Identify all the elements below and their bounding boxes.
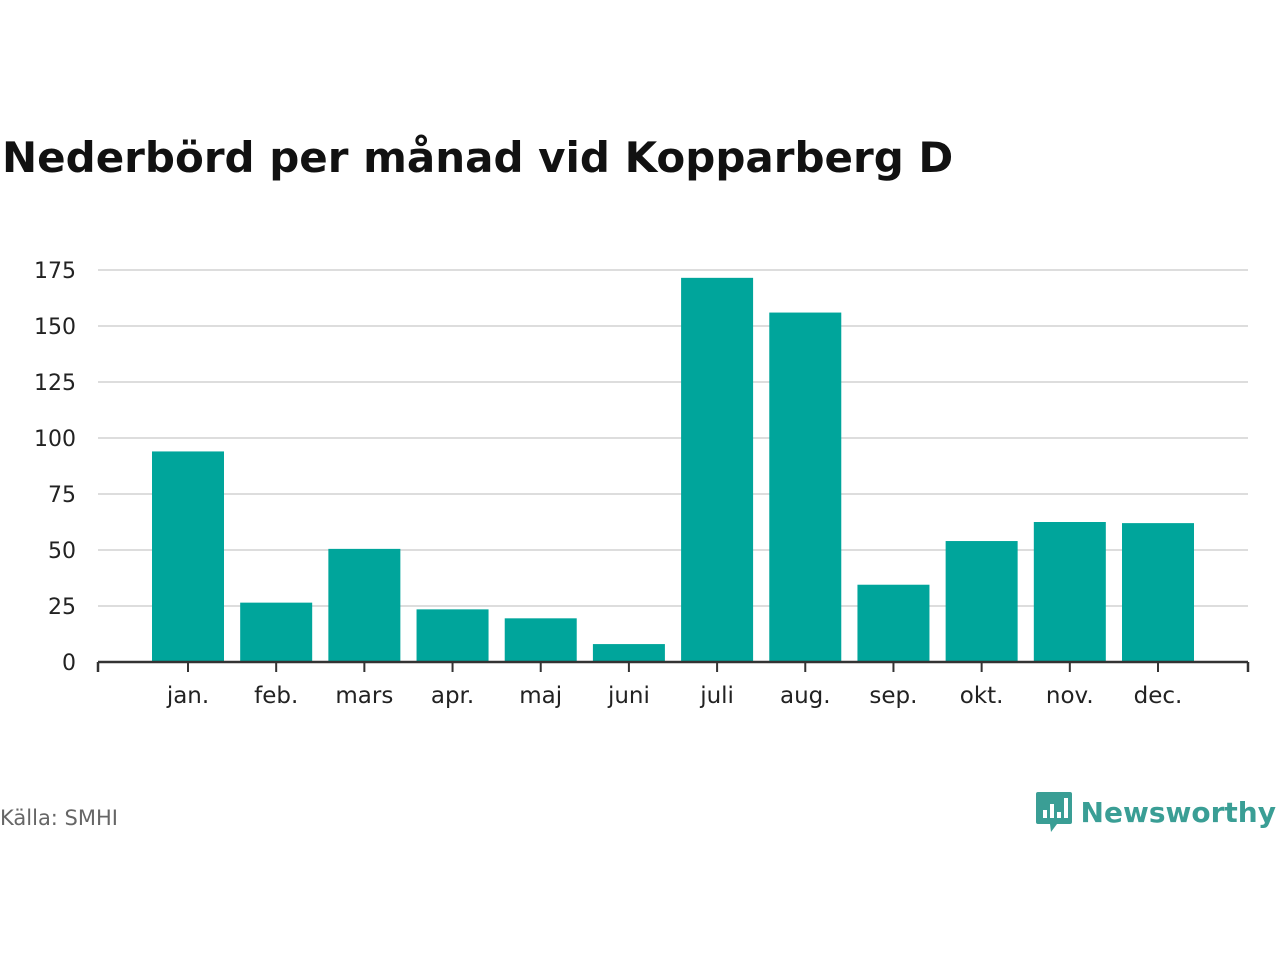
x-tick-label: mars (335, 683, 393, 709)
x-axis-tick-labels: jan. feb. mars apr. maj juni juli aug. sep. okt. n… (166, 683, 1183, 709)
bars (152, 277, 1194, 662)
y-axis-tick-labels: 0 25 50 75 100 125 150 175 (34, 259, 76, 676)
y-tick-label: 75 (48, 483, 76, 508)
y-tick-label: 25 (48, 595, 76, 620)
bar-10 (945, 541, 1018, 662)
brand-name: Newsworthy (1080, 795, 1276, 829)
x-tick-label: sep. (869, 683, 917, 709)
x-tick-label: okt. (960, 683, 1004, 709)
x-axis (96, 660, 1250, 672)
bar-5 (504, 618, 577, 662)
y-tick-label: 50 (48, 539, 76, 564)
bar-8 (769, 312, 842, 662)
x-tick-label: juni (607, 683, 650, 709)
bar-3 (328, 548, 401, 662)
bar-7 (681, 277, 754, 662)
x-tick-label: dec. (1134, 683, 1183, 709)
x-tick-label: nov. (1046, 683, 1094, 709)
bar-12 (1122, 523, 1194, 662)
x-tick-label: apr. (431, 683, 474, 709)
bar-2 (240, 602, 313, 662)
x-tick-label: juli (699, 683, 734, 709)
y-tick-label: 100 (34, 427, 76, 452)
x-tick-label: aug. (780, 683, 831, 709)
x-tick-label: maj (519, 683, 562, 709)
x-tick-label: feb. (254, 683, 298, 709)
newsworthy-logo-icon (1035, 792, 1072, 832)
y-tick-label: 125 (34, 371, 76, 396)
brand-logo: Newsworthy (1035, 790, 1276, 834)
source-note: Källa: SMHI (0, 806, 118, 830)
bar-11 (1033, 522, 1106, 662)
bar-4 (416, 609, 489, 662)
bar-1 (152, 451, 224, 662)
y-tick-label: 0 (62, 651, 76, 676)
bar-9 (857, 584, 930, 662)
x-tick-label: jan. (166, 683, 209, 709)
y-tick-label: 150 (34, 315, 76, 340)
bar-6 (592, 644, 665, 662)
y-tick-label: 175 (34, 259, 76, 284)
chart-title: Nederbörd per månad vid Kopparberg D (2, 133, 954, 182)
